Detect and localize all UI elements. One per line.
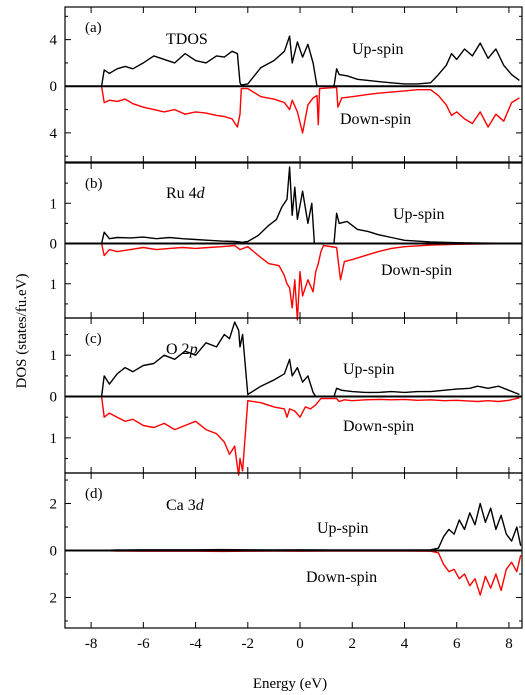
y-tick-label: 0: [50, 237, 58, 253]
y-tick-label: 2: [50, 590, 58, 606]
up-spin-line: [101, 502, 522, 552]
panel-letter: (d): [85, 486, 103, 502]
up-spin-line: [100, 35, 520, 87]
y-axis-label: DOS (states/fu.eV): [14, 274, 30, 389]
x-tick-label: -8: [85, 636, 98, 652]
x-tick-label: 2: [349, 636, 357, 652]
up-spin-line: [100, 166, 520, 245]
panel-c: 1 0 1 (c) O 2p Up-spin Down-spin: [50, 317, 523, 476]
panel-title: O 2p: [166, 341, 198, 358]
panel-title-main: O 2: [166, 341, 190, 358]
x-tick-label: 4: [401, 636, 409, 652]
y-tick-label: 0: [50, 544, 58, 560]
panel-title: TDOS: [166, 31, 208, 48]
panel-title-main: TDOS: [166, 31, 208, 48]
x-tick-label: -6: [137, 636, 150, 652]
panel-frame: [64, 317, 523, 474]
panel-a: 4 0 4 (a) TDOS Up-spin Down-spin: [50, 6, 523, 163]
x-tick-label: -4: [189, 636, 202, 652]
down-spin-label: Down-spin: [306, 569, 377, 586]
y-tick-label: 0: [50, 79, 58, 95]
panel-letter: (c): [85, 331, 102, 347]
panel-d: 2 0 2 (d) Ca 3d Up-spin Down-spin: [50, 472, 523, 629]
up-spin-label: Up-spin: [352, 41, 404, 58]
panel-title-main: Ca 3: [166, 497, 196, 514]
y-tick-label: 1: [50, 431, 58, 447]
y-tick-label: 4: [50, 126, 58, 142]
panel-title-italic: p: [189, 341, 198, 358]
down-spin-label: Down-spin: [343, 418, 414, 435]
x-tick-label: 6: [453, 636, 461, 652]
up-spin-label: Up-spin: [393, 206, 445, 223]
panel-title-main: Ru 4: [166, 185, 197, 202]
panel-b: 1 0 1 (b) Ru 4d Up-spin Down-spin: [50, 162, 523, 321]
y-tick-label: 1: [50, 348, 58, 364]
y-tick-label: 1: [50, 196, 58, 212]
x-axis-label: Energy (eV): [253, 676, 327, 692]
up-spin-line: [100, 321, 520, 398]
panel-title: Ca 3d: [166, 497, 205, 514]
panel-letter: (a): [85, 20, 102, 36]
y-tick-label: 1: [50, 277, 58, 293]
down-spin-line: [100, 86, 520, 134]
y-tick-label: 2: [50, 497, 58, 513]
x-tick-label: 8: [505, 636, 513, 652]
x-tick-label: -2: [242, 636, 255, 652]
down-spin-label: Down-spin: [381, 262, 452, 279]
down-spin-line: [100, 242, 520, 321]
y-tick-label: 0: [50, 390, 58, 406]
down-spin-label: Down-spin: [340, 111, 411, 128]
panel-letter: (b): [85, 176, 103, 192]
panel-title-italic: d: [197, 185, 206, 202]
up-spin-label: Up-spin: [343, 361, 395, 378]
y-tick-label: 4: [50, 33, 58, 49]
panel-title-italic: d: [196, 497, 205, 514]
down-spin-line: [100, 396, 520, 476]
panel-title: Ru 4d: [166, 185, 206, 202]
up-spin-label: Up-spin: [317, 520, 369, 537]
x-tick-label: 0: [296, 636, 304, 652]
panel-frame: [64, 6, 523, 163]
